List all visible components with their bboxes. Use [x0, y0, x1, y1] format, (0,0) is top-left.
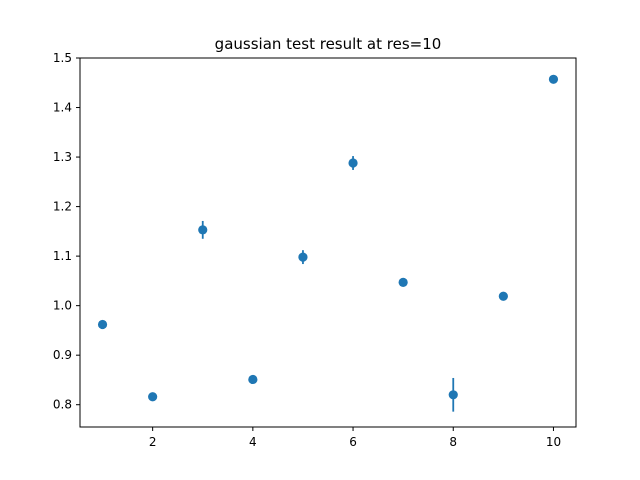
y-tick-label: 1.3	[53, 150, 72, 164]
y-tick-label: 1.2	[53, 200, 72, 214]
data-point	[348, 158, 358, 168]
y-axis: 0.8 0.9 1.0 1.1 1.2 1.3 1.4 1.5	[53, 51, 80, 412]
y-tick-label: 1.5	[53, 51, 72, 65]
data-point	[448, 390, 458, 400]
data-point	[148, 392, 158, 402]
y-tick-label: 0.9	[53, 348, 72, 362]
x-tick-label: 10	[546, 435, 561, 449]
x-tick-label: 2	[149, 435, 157, 449]
data-point	[548, 74, 559, 84]
y-tick-label: 0.8	[53, 398, 72, 412]
x-tick-label: 4	[249, 435, 257, 449]
y-tick-label: 1.4	[53, 101, 72, 115]
plot-frame	[79, 57, 577, 428]
data-point	[298, 252, 308, 262]
x-tick-label: 8	[449, 435, 457, 449]
y-tick-label: 1.0	[53, 299, 72, 313]
data-point	[198, 225, 208, 235]
y-tick-label: 1.1	[53, 249, 72, 263]
data-point	[97, 319, 108, 330]
data-marks	[97, 74, 559, 412]
x-axis: 2 4 6 8 10	[149, 427, 561, 449]
x-tick-label: 6	[349, 435, 357, 449]
chart-title: gaussian test result at res=10	[215, 35, 442, 53]
data-point	[498, 291, 508, 301]
data-point	[398, 277, 408, 287]
data-point	[248, 374, 258, 385]
